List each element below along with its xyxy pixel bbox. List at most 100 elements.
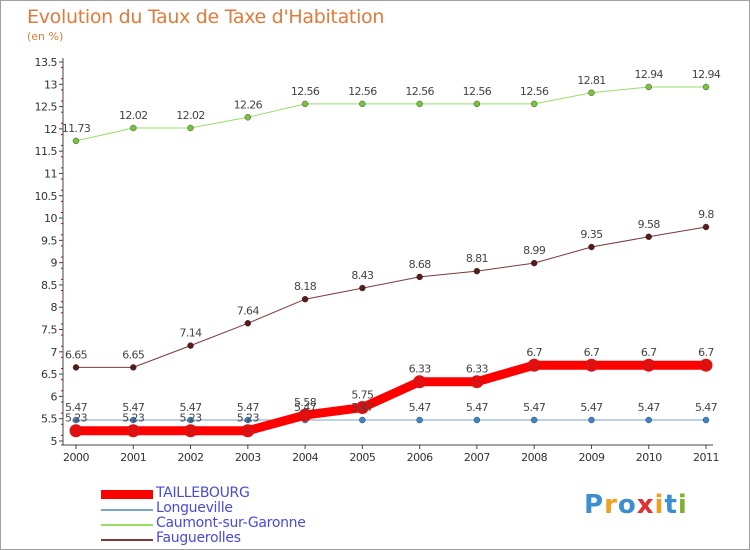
data-label: 5.23 <box>65 412 88 425</box>
data-label: 8.18 <box>294 280 317 293</box>
data-label: 12.56 <box>348 85 377 98</box>
x-tick-label: 2000 <box>63 451 89 464</box>
chart-unit: (en %) <box>27 30 64 43</box>
y-tick-label: 7 <box>51 346 58 359</box>
x-tick-label: 2001 <box>120 451 146 464</box>
data-label: 5.47 <box>351 401 374 414</box>
data-point <box>413 375 427 389</box>
legend-swatch <box>101 490 153 499</box>
data-point <box>588 243 595 251</box>
data-label: 5.47 <box>695 401 718 414</box>
legend-swatch <box>101 524 153 526</box>
data-label: 5.58 <box>294 396 317 409</box>
data-label: 5.47 <box>409 401 432 414</box>
data-point <box>584 358 598 372</box>
data-point <box>298 408 312 422</box>
legend-swatch <box>101 509 153 511</box>
data-label: 9.8 <box>698 208 714 221</box>
data-label: 12.56 <box>463 85 492 98</box>
data-label: 8.81 <box>466 252 488 265</box>
data-point <box>645 416 652 424</box>
data-label: 5.47 <box>294 401 317 414</box>
data-point <box>69 424 83 438</box>
logo-letter: t <box>664 490 678 520</box>
y-tick-label: 7.5 <box>41 324 57 337</box>
data-label: 5.47 <box>65 401 88 414</box>
data-point <box>473 267 481 275</box>
x-tick-label: 2010 <box>636 451 662 464</box>
data-point <box>699 358 713 372</box>
y-tick-label: 8.5 <box>41 279 57 292</box>
data-point <box>130 416 137 424</box>
data-point <box>72 416 80 424</box>
y-tick-label: 9 <box>51 257 58 270</box>
x-tick-label: 2011 <box>693 451 719 464</box>
data-label: 5.23 <box>179 412 202 425</box>
y-tick-label: 12.5 <box>35 101 58 114</box>
x-tick-label: 2006 <box>407 451 433 464</box>
series-line-2 <box>75 86 706 142</box>
data-label: 6.7 <box>698 346 714 359</box>
data-point <box>130 364 137 371</box>
data-point <box>702 223 710 231</box>
data-label: 5.75 <box>351 389 374 402</box>
x-tick-label: 2002 <box>178 451 204 464</box>
data-point <box>126 424 140 438</box>
y-tick-label: 6 <box>51 390 58 403</box>
data-label: 7.64 <box>237 304 260 317</box>
legend-item: Longueville <box>101 500 401 517</box>
data-point <box>187 342 194 349</box>
data-point <box>359 284 366 292</box>
series-lines <box>75 86 707 436</box>
series-line-3 <box>76 226 707 368</box>
series-line-0 <box>76 360 706 436</box>
data-point <box>645 233 652 240</box>
data-label: 5.47 <box>580 401 603 414</box>
data-label: 6.7 <box>584 346 600 359</box>
y-tick-label: 11 <box>44 167 57 180</box>
data-point <box>642 358 656 372</box>
data-point <box>416 100 423 108</box>
data-label: 12.56 <box>520 85 549 98</box>
data-label: 12.56 <box>405 85 434 98</box>
data-point <box>473 416 481 424</box>
data-point <box>187 416 194 424</box>
data-point <box>301 296 309 303</box>
y-tick-label: 5 <box>51 435 58 448</box>
y-tick-label: 8 <box>51 301 58 314</box>
y-tick-label: 11.5 <box>35 145 58 158</box>
data-point <box>244 114 252 121</box>
data-label: 12.02 <box>119 109 148 122</box>
data-point <box>244 320 252 327</box>
data-label: 5.23 <box>122 412 145 425</box>
data-point <box>470 375 484 389</box>
data-label: 6.33 <box>409 363 432 376</box>
y-tick-label: 12 <box>44 123 57 136</box>
legend-item: Fauguerolles <box>101 530 401 547</box>
data-point <box>527 358 541 372</box>
series-points <box>69 83 713 438</box>
y-tick-label: 5.5 <box>41 413 57 426</box>
legend-label: Caumont-sur-Garonne <box>156 515 306 531</box>
data-label: 6.65 <box>122 348 145 361</box>
axes: 5 5.5 6 6.5 7 7.5 8 8.5 9 9.5 10 10.5 11 11.5 12 12.5 13… <box>35 56 720 464</box>
y-tick-label: 10 <box>44 212 57 225</box>
data-point <box>588 416 595 424</box>
logo-letter: r <box>604 490 618 520</box>
x-tick-label: 2003 <box>235 451 261 464</box>
y-tick-label: 9.5 <box>41 234 57 247</box>
logo-letter: o <box>617 490 637 520</box>
data-point <box>184 424 198 438</box>
proxiti-logo: Proxiti <box>584 490 688 520</box>
data-point <box>588 89 595 96</box>
data-label: 5.47 <box>237 401 260 414</box>
legend-item: Caumont-sur-Garonne <box>101 515 401 532</box>
data-label: 6.7 <box>526 346 542 359</box>
data-point <box>530 100 538 108</box>
y-tick-label: 6.5 <box>41 368 57 381</box>
data-point <box>473 100 481 108</box>
data-label: 6.65 <box>65 348 88 361</box>
data-label: 6.33 <box>466 363 489 376</box>
data-label: 12.56 <box>291 85 320 98</box>
